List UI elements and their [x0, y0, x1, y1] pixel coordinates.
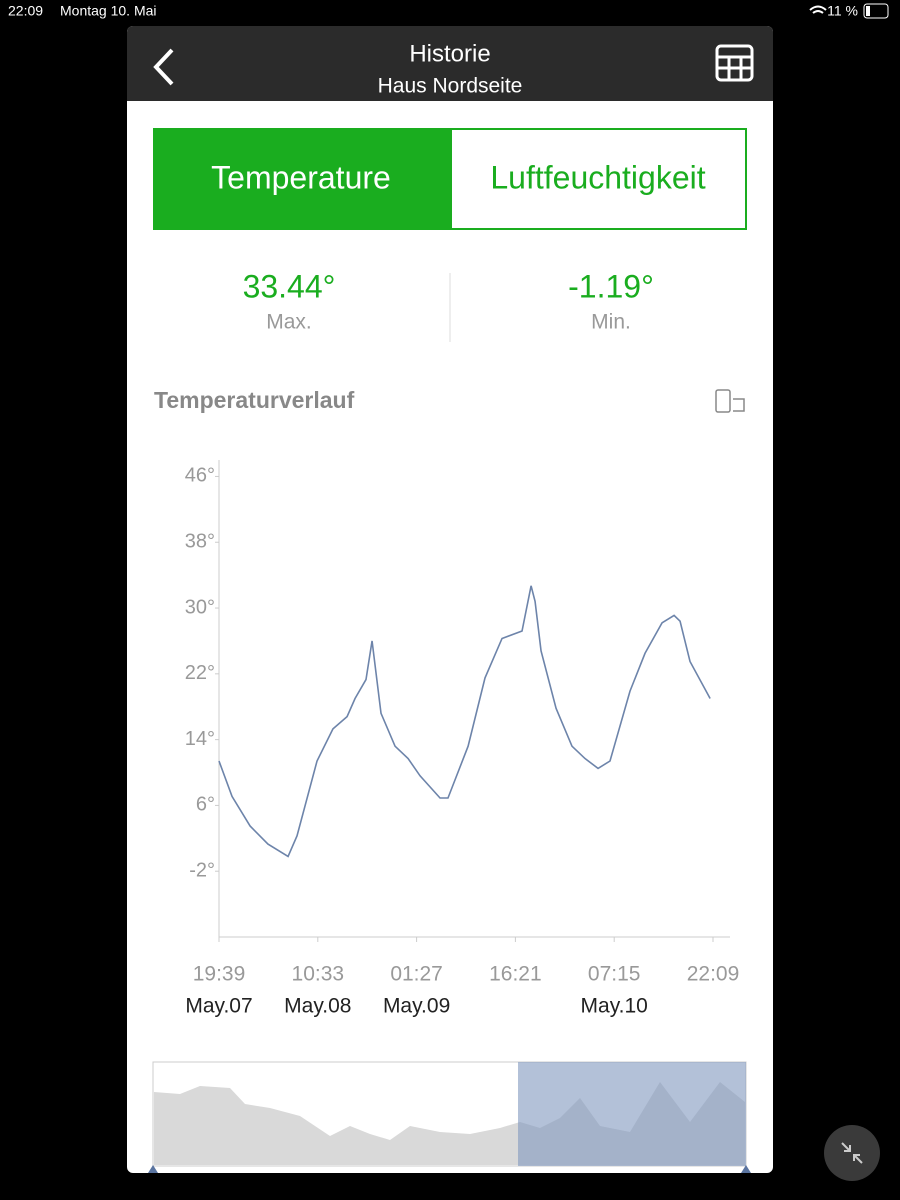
stat-label: Max. — [266, 311, 312, 334]
battery-text: 11 % — [827, 3, 858, 19]
tab-inactive[interactable] — [450, 128, 747, 230]
header-bar — [127, 26, 773, 101]
x-tick-label: 10:33 — [292, 963, 345, 986]
battery-level — [866, 6, 870, 16]
x-tick-label: 16:21 — [489, 963, 542, 986]
y-tick-label: 30° — [185, 596, 215, 618]
x-tick-label: 22:09 — [687, 963, 740, 986]
stat-value: -1.19° — [568, 268, 654, 304]
y-tick-label: 22° — [185, 662, 215, 684]
status-date: Montag 10. Mai — [60, 3, 157, 19]
rotate-icon — [715, 389, 731, 413]
y-tick-label: 14° — [185, 728, 215, 750]
rotate-icon-landscape — [733, 398, 745, 412]
table-icon-grid — [717, 55, 752, 80]
navigator-selection[interactable] — [518, 1062, 746, 1166]
tab-active[interactable] — [153, 128, 451, 230]
header-subtitle: Haus Nordseite — [378, 75, 523, 98]
navigator — [148, 1061, 751, 1173]
section-title: Temperaturverlauf — [154, 387, 355, 413]
table-button[interactable] — [715, 44, 754, 82]
table-icon — [715, 44, 754, 82]
back-button[interactable] — [153, 48, 174, 86]
x-tick-date: May.08 — [284, 995, 351, 1018]
panel — [127, 26, 773, 1173]
chart: -2° 6° 14° 22° 30° 38° 46° 19:39 May.07 10:33 May.… — [185, 460, 740, 1018]
status-time: 22:09 — [8, 3, 43, 19]
x-tick-date: May.09 — [383, 995, 450, 1018]
battery-icon — [863, 3, 889, 19]
x-tick-date: May.10 — [581, 995, 648, 1018]
stat-value: 33.44° — [243, 268, 336, 304]
y-tick-label: -2° — [189, 859, 215, 881]
x-tick-date: May.07 — [185, 995, 252, 1018]
header-title: Historie — [409, 40, 490, 67]
temperature-line — [218, 585, 711, 858]
y-tick-label: 38° — [185, 531, 215, 553]
stat-label: Min. — [591, 311, 631, 334]
collapse-button[interactable] — [824, 1125, 880, 1181]
y-tick-label: 46° — [185, 465, 215, 487]
x-tick-label: 07:15 — [588, 963, 641, 986]
wifi-icon — [809, 5, 827, 14]
tab-label[interactable]: Luftfeuchtigkeit — [490, 159, 705, 195]
x-tick-label: 01:27 — [390, 963, 443, 986]
collapse-icon — [841, 1142, 863, 1164]
tab-label[interactable]: Temperature — [211, 159, 391, 195]
x-tick-label: 19:39 — [193, 963, 246, 986]
rotate-button[interactable] — [715, 389, 745, 413]
y-tick-label: 6° — [196, 794, 215, 816]
